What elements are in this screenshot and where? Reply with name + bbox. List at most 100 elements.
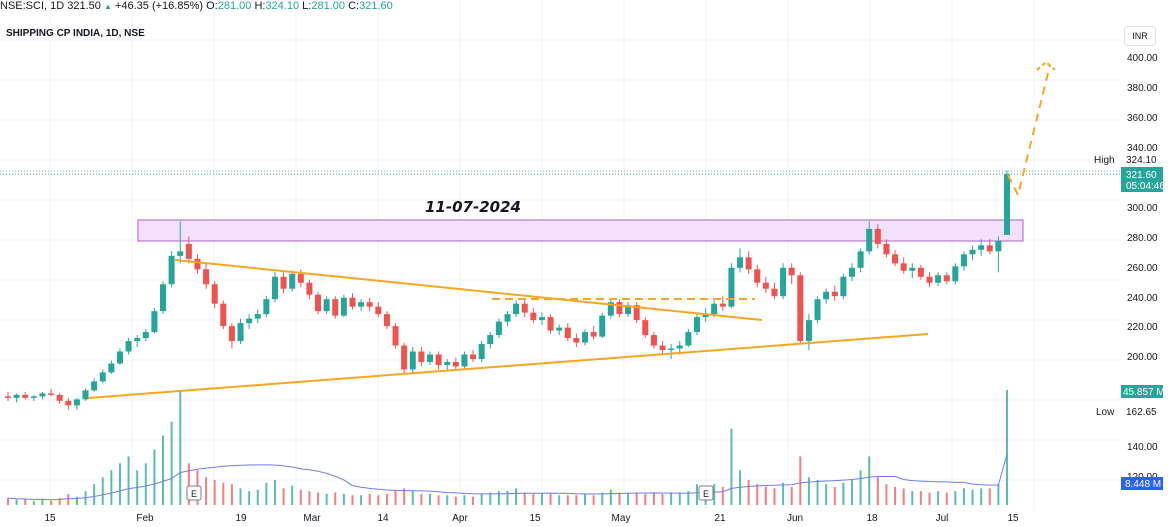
volume-bar (265, 482, 268, 505)
candle-body (383, 314, 390, 327)
x-tick-label: 19 (235, 513, 247, 524)
candle (263, 296, 270, 318)
candle-body (513, 303, 520, 315)
candle (358, 299, 365, 312)
candle-body (211, 284, 218, 304)
volume-bar (919, 491, 922, 505)
volume-bar (721, 486, 724, 505)
candle (228, 323, 235, 349)
candle (909, 263, 916, 279)
candle-body (280, 276, 287, 289)
candle-body (56, 394, 63, 401)
candle (504, 311, 511, 327)
candle-body (409, 351, 416, 370)
x-tick-label: 15 (44, 513, 56, 524)
candle (82, 388, 89, 401)
volume-bar (842, 482, 845, 505)
volume-bar (205, 477, 208, 505)
volume-bar (32, 500, 35, 505)
candle (56, 393, 63, 404)
y-tick-label: 200.00 (1127, 352, 1158, 363)
volume-bar (446, 495, 449, 505)
candle-body (676, 345, 683, 349)
y-tick-label: 340.00 (1127, 143, 1158, 154)
candle-body (814, 299, 821, 321)
candle-body (874, 228, 881, 244)
projection-arrow[interactable] (1007, 64, 1051, 198)
candle (685, 329, 692, 348)
currency-button[interactable]: INR (1124, 26, 1156, 46)
candle-body (702, 314, 709, 318)
candle (986, 239, 993, 255)
event-marker-2[interactable]: E (698, 485, 714, 501)
candle-body (194, 258, 201, 270)
candle-body (978, 245, 985, 250)
candle (194, 254, 201, 274)
candle-body (340, 297, 347, 316)
y-tick-label: 360.00 (1127, 113, 1158, 124)
candle (521, 299, 528, 318)
volume-bar (325, 493, 328, 505)
candle-body (504, 314, 511, 322)
candle-body (349, 297, 356, 307)
high-label-legend: H: (254, 0, 266, 12)
candle-body (48, 393, 55, 395)
candle-body (521, 303, 528, 313)
candle (917, 264, 924, 280)
candle-body (177, 251, 184, 256)
volume-bar (945, 492, 948, 505)
candle (625, 302, 632, 318)
volume-bar (635, 492, 638, 505)
candle-body (151, 311, 158, 333)
volume-bar (437, 495, 440, 505)
y-tick-label: 140.00 (1127, 442, 1158, 453)
candle (633, 302, 640, 324)
candle (254, 309, 261, 324)
candle-body (228, 326, 235, 342)
candle-body (926, 276, 933, 283)
volume-bar (282, 488, 285, 505)
candle (470, 350, 477, 362)
candle (848, 263, 855, 282)
candle (874, 224, 881, 249)
candle-body (4, 396, 12, 398)
candle (142, 329, 149, 342)
candle-body (797, 275, 804, 342)
candle (737, 248, 744, 273)
time-axis[interactable]: 15 Feb 19 Mar 14 Apr 15 May 21 Jun 18 Jul 15 (44, 513, 1019, 524)
descending-trendline[interactable] (174, 259, 763, 321)
candle (108, 360, 115, 374)
volume-bar (239, 488, 242, 505)
change-value: +46.35 (+16.85%) (114, 0, 204, 12)
candle-body (435, 354, 442, 365)
candle (39, 391, 46, 400)
candle (530, 308, 537, 324)
resistance-zone[interactable] (137, 219, 1024, 242)
volume-bar (101, 477, 104, 505)
ascending-trendline[interactable] (87, 333, 929, 399)
volume-bar (127, 456, 130, 505)
candle (935, 272, 942, 286)
symbol-label[interactable]: NSE:SCI, 1D (0, 0, 65, 12)
volume-bar (480, 493, 483, 505)
volume-bar (342, 493, 345, 505)
candle-body (711, 303, 718, 315)
candle-body (969, 249, 976, 255)
chart-subtitle: SHIPPING CP INDIA, 1D, NSE (6, 28, 145, 39)
candle (65, 397, 72, 410)
candle-body (220, 303, 227, 327)
volume-bar (317, 492, 320, 505)
candle (30, 394, 37, 401)
event-marker-2-text: E (703, 489, 709, 499)
candle (556, 324, 563, 336)
low-label-legend: L: (302, 0, 312, 12)
candle (220, 300, 227, 330)
volume-bar (980, 488, 983, 505)
price-axis[interactable]: 400.00 380.00 360.00 340.00 300.00 280.00 260.… (1127, 53, 1158, 483)
close-value: 321.60 (359, 0, 393, 12)
event-marker-1[interactable]: E (186, 485, 202, 501)
candle (323, 296, 330, 315)
candle-body (771, 288, 778, 297)
candle (289, 270, 296, 292)
